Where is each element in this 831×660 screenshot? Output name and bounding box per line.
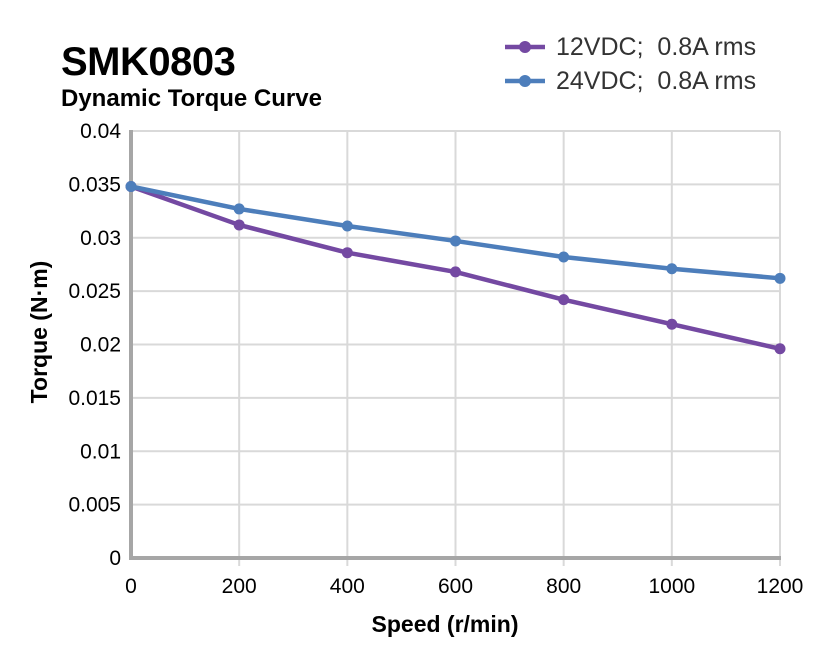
data-point-marker: [774, 343, 786, 355]
x-tick-label: 600: [438, 575, 473, 598]
chart-title: SMK0803: [61, 40, 236, 84]
data-point-marker: [450, 266, 461, 278]
axes: [129, 130, 781, 560]
x-tick-label: 200: [222, 575, 257, 598]
title-block: SMK0803 Dynamic Torque Curve: [61, 40, 322, 113]
tick-labels: 0 0.005 0.01 0.015 0.02 0.025 0.03 0.035 0.04 0 20…: [68, 120, 803, 598]
x-tick-label: 1200: [757, 575, 804, 598]
legend-label: 12VDC; 0.8A rms: [556, 32, 757, 61]
y-tick-label: 0.005: [68, 494, 121, 517]
legend-marker-icon: [505, 41, 545, 53]
y-tick-label: 0.035: [68, 173, 121, 196]
chart-subtitle: Dynamic Torque Curve: [61, 85, 322, 112]
legend-label: 24VDC; 0.8A rms: [556, 66, 757, 95]
data-point-marker: [558, 294, 570, 306]
data-point-marker: [341, 247, 353, 259]
legend-dot: [519, 41, 531, 53]
data-point-marker: [125, 181, 137, 193]
y-tick-label: 0.04: [80, 120, 121, 143]
series-lines: [125, 181, 786, 355]
x-tick-label: 800: [546, 575, 581, 598]
data-point-marker: [233, 203, 245, 215]
data-point-marker: [774, 272, 786, 284]
gridlines: [130, 130, 781, 566]
y-tick-label: 0: [109, 547, 121, 570]
data-point-marker: [341, 220, 353, 232]
data-point-marker: [450, 235, 461, 247]
x-axis-title: Speed (r/min): [372, 611, 519, 637]
legend-item-0: 12VDC; 0.8A rms: [503, 32, 756, 62]
legend: 12VDC; 0.8A rms 24VDC; 0.8A rms: [503, 32, 756, 96]
data-point-marker: [233, 219, 245, 231]
y-tick-label: 0.015: [68, 387, 121, 410]
legend-dot: [519, 75, 531, 87]
y-tick-label: 0.02: [80, 334, 121, 357]
y-axis-title: Torque (N·m): [26, 261, 52, 404]
y-tick-label: 0.01: [80, 440, 121, 463]
x-tick-label: 400: [330, 575, 365, 598]
legend-item-1: 24VDC; 0.8A rms: [503, 66, 756, 96]
y-tick-label: 0.025: [68, 280, 121, 303]
legend-marker-icon: [505, 75, 545, 87]
x-tick-label: 0: [125, 575, 137, 598]
data-point-marker: [666, 318, 678, 330]
x-tick-label: 1000: [648, 575, 695, 598]
y-tick-label: 0.03: [80, 227, 121, 250]
data-point-marker: [666, 263, 678, 275]
data-point-marker: [558, 251, 570, 263]
